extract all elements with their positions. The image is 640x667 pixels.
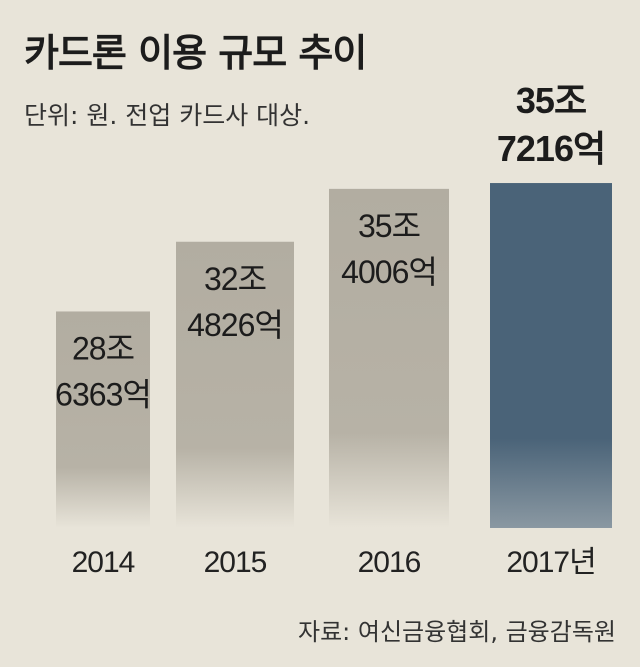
bar-2015 — [176, 241, 294, 528]
category-label-2016: 2016 — [358, 546, 421, 579]
category-label-2014: 2014 — [72, 546, 135, 579]
bar-2014 — [56, 311, 150, 528]
chart-source: 자료: 여신금융협회, 금융감독원 — [297, 618, 616, 646]
value-label-2017년-0: 35조 — [516, 80, 586, 121]
category-label-2017년: 2017년 — [506, 546, 595, 579]
value-label-2017년-1: 7216억 — [497, 128, 605, 169]
value-label-2015-1: 4826억 — [187, 307, 283, 343]
category-label-2015: 2015 — [204, 546, 267, 579]
bar-2016 — [329, 188, 449, 528]
chart-title: 카드론 이용 규모 추이 — [24, 31, 367, 75]
value-label-2016-1: 4006억 — [341, 254, 437, 290]
bars-layer: 28조 6363억 2014 32조 4826억 2015 35조 4006억 2016 35조 7… — [55, 80, 612, 579]
value-label-2014-1: 6363억 — [55, 376, 151, 412]
value-label-2015-0: 32조 — [204, 261, 266, 297]
value-label-2016-0: 35조 — [358, 208, 420, 244]
value-label-2014-0: 28조 — [72, 330, 134, 366]
bar-2017년 — [490, 183, 612, 528]
chart-subtitle: 단위: 원. 전업 카드사 대상. — [24, 101, 311, 130]
